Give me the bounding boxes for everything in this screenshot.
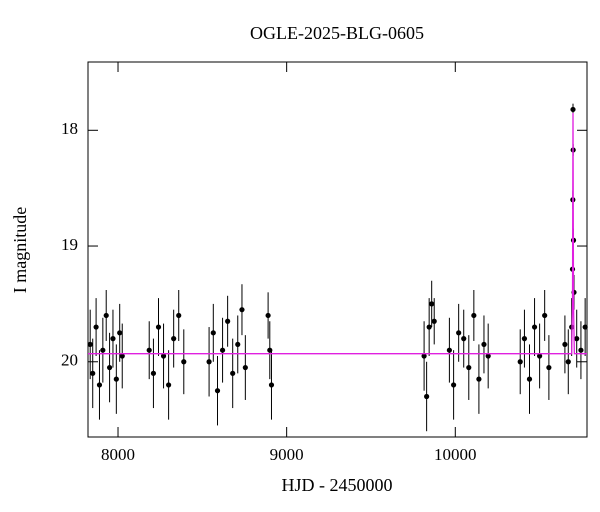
data-point <box>471 312 477 319</box>
data-point <box>562 341 568 348</box>
x-axis-label: HJD - 2450000 <box>282 475 393 495</box>
data-point <box>181 359 187 365</box>
data-point <box>239 307 245 313</box>
data-point <box>582 324 588 330</box>
x-tick-label: 9000 <box>270 445 304 464</box>
data-point <box>214 388 221 394</box>
data-point <box>210 330 216 336</box>
data-point <box>265 312 271 319</box>
data-point <box>100 347 106 353</box>
data-point <box>150 370 157 376</box>
y-tick-label: 18 <box>61 119 78 138</box>
data-point <box>230 370 236 376</box>
plot-frame <box>87 61 588 438</box>
data-point <box>166 382 172 388</box>
data-point <box>119 353 125 359</box>
data-point <box>521 336 528 342</box>
data-point <box>485 353 491 359</box>
chart-title: OGLE-2025-BLG-0605 <box>250 23 424 43</box>
data-point <box>476 376 482 382</box>
data-point <box>537 353 543 359</box>
data-point <box>206 359 212 365</box>
data-point <box>171 336 177 342</box>
y-tick-label: 20 <box>61 351 78 370</box>
data-point <box>574 336 580 342</box>
data-point <box>268 382 275 388</box>
data-point <box>219 347 226 353</box>
data-point <box>110 336 116 342</box>
x-tick-label: 8000 <box>101 445 135 464</box>
data-point <box>225 318 231 324</box>
data-point <box>421 353 427 359</box>
data-point <box>466 364 472 371</box>
data-point <box>146 347 152 353</box>
data-point <box>424 393 430 400</box>
data-point <box>542 312 548 319</box>
data-point <box>456 330 462 336</box>
data-point <box>155 324 162 330</box>
data-point <box>426 324 432 330</box>
data-point <box>526 376 533 382</box>
y-tick-label: 19 <box>61 235 78 254</box>
data-point <box>235 341 241 348</box>
data-point <box>93 324 99 330</box>
data-point <box>531 324 538 330</box>
data-point <box>90 370 96 376</box>
model-line <box>88 112 587 355</box>
data-point <box>113 376 119 382</box>
data-point <box>578 347 584 353</box>
data-point <box>160 353 167 359</box>
data-point <box>176 312 182 319</box>
data-point <box>570 106 576 113</box>
data-point <box>517 359 523 365</box>
data-point <box>117 330 123 336</box>
y-axis-label: I magnitude <box>10 207 30 293</box>
data-point <box>106 364 113 371</box>
x-tick-label: 10000 <box>434 445 477 464</box>
data-point <box>103 312 109 319</box>
data-point <box>546 364 552 371</box>
data-point <box>431 318 437 324</box>
data-point <box>242 364 248 371</box>
data-point <box>446 347 452 353</box>
data-point <box>96 382 103 388</box>
data-point <box>565 359 571 365</box>
data-point <box>451 382 457 388</box>
data-point <box>87 341 93 348</box>
data-point <box>429 301 435 307</box>
data-point <box>481 341 487 348</box>
data-point <box>461 336 467 342</box>
